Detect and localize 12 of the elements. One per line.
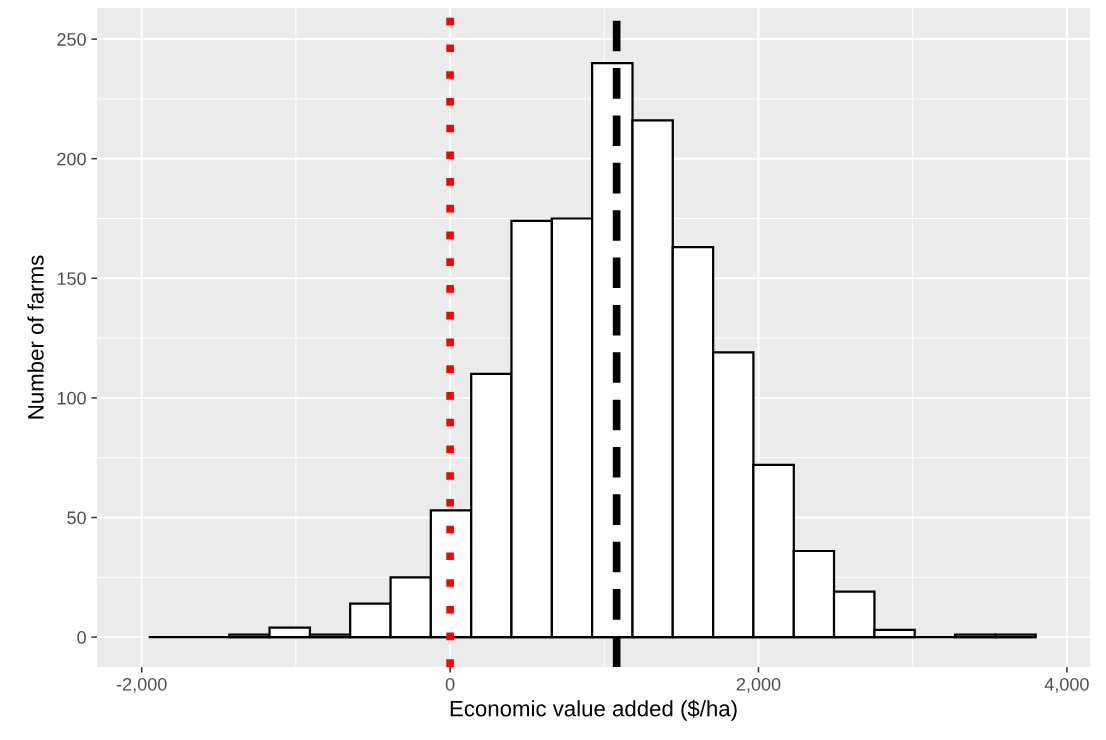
x-tick-label: 4,000 [1044,677,1089,693]
y-tick-label: 100 [57,391,86,405]
y-tick-label: 200 [57,152,86,166]
y-tick-label: 0 [77,631,86,644]
x-tick-label: 2,000 [736,677,781,693]
x-tick-label: 0 [445,677,455,691]
x-tick-label: -2,000 [116,677,167,693]
y-tick-label: 150 [57,272,86,286]
x-axis-title: Economic value added ($/ha) [450,699,737,721]
y-tick-label: 50 [67,511,86,525]
y-tick-label: 250 [57,33,86,46]
y-axis-title: Number of farms [27,255,44,419]
